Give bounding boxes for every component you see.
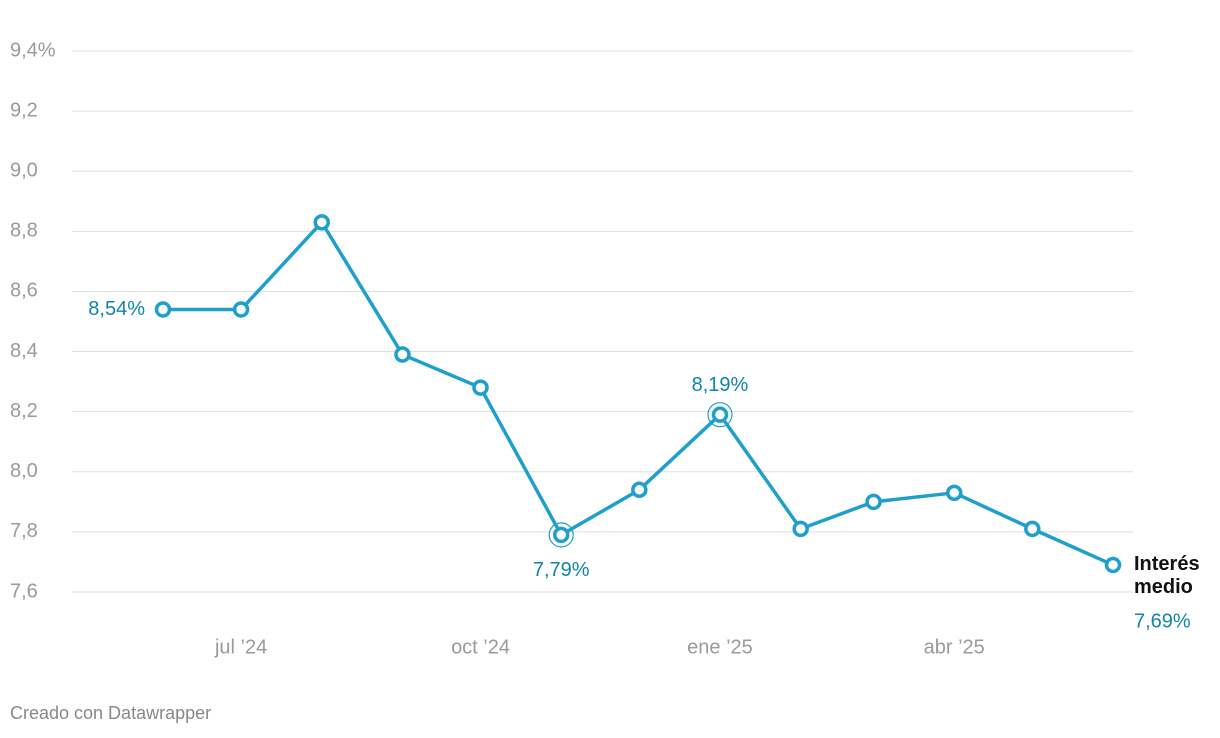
y-tick-label: 7,6 [10, 580, 38, 602]
data-point [711, 406, 729, 423]
data-point [154, 301, 172, 318]
value-label: 8,54% [88, 298, 145, 320]
series-label: Interés medio [1134, 553, 1200, 598]
data-point [472, 379, 489, 396]
y-tick-label: 8,6 [10, 280, 38, 302]
data-point [945, 484, 963, 502]
data-point [792, 520, 809, 538]
value-label: 7,79% [533, 559, 590, 581]
y-tick-label: 7,8 [10, 520, 38, 542]
data-point [631, 481, 648, 499]
footer: Creado con Datawrapper [10, 703, 212, 723]
x-tick-label: abr ’25 [924, 636, 985, 658]
x-tick-label: ene ’25 [687, 636, 753, 658]
data-point [1024, 520, 1041, 538]
highlight-ring [707, 402, 733, 428]
data-point [394, 346, 411, 363]
data-point [232, 301, 250, 318]
data-point [1104, 556, 1122, 574]
data-point [865, 493, 882, 511]
series-line [163, 220, 1114, 567]
x-tick-label: jul ’24 [214, 636, 267, 658]
data-point [552, 526, 570, 544]
x-tick-label: oct ’24 [451, 636, 510, 658]
value-label: 8,19% [692, 374, 749, 396]
y-tick-label: 9,4% [10, 39, 56, 61]
data-point [313, 214, 331, 231]
highlight-ring [548, 522, 574, 548]
y-tick-label: 8,0 [10, 460, 38, 482]
y-tick-label: 8,8 [10, 220, 38, 242]
y-tick-label: 8,2 [10, 400, 38, 422]
y-tick-label: 8,4 [10, 340, 38, 362]
y-tick-label: 9,2 [10, 99, 38, 121]
y-tick-label: 9,0 [10, 160, 38, 182]
value-label: 7,69% [1134, 610, 1191, 632]
